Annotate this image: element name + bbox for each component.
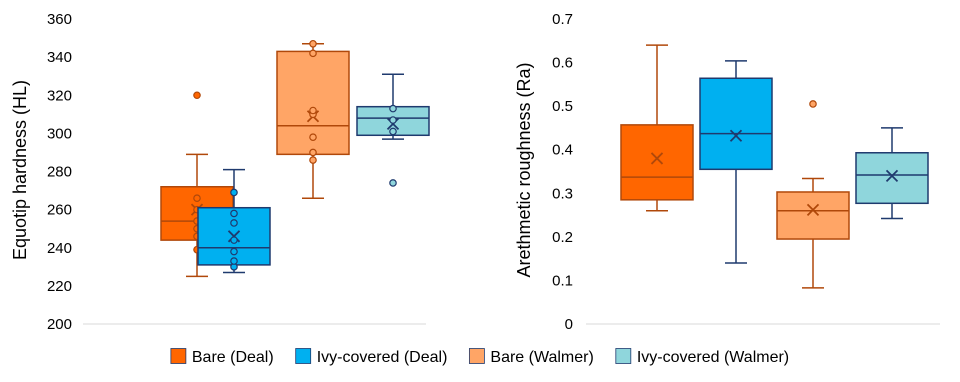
- hardness-box-2: [276, 39, 350, 199]
- hardness-y-tick-label: 200: [47, 316, 72, 333]
- hardness-y-tick-label: 220: [47, 278, 72, 295]
- roughness-chart: 0 0.1 0.2 0.3 0.4 0.5 0.6 0.7 Arethmetic roughn…: [514, 11, 940, 333]
- data-point: [809, 100, 817, 108]
- hardness-box-3: [356, 73, 430, 187]
- data-point: [389, 179, 397, 187]
- legend-swatch: [615, 348, 632, 364]
- hardness-y-tick-label: 360: [47, 11, 72, 28]
- roughness-y-tick-label: 0.7: [552, 11, 573, 28]
- legend-label: Ivy-covered (Walmer): [637, 349, 789, 366]
- hardness-boxes: [83, 39, 430, 325]
- roughness-y-tick-label: 0.3: [552, 185, 573, 202]
- data-point: [309, 106, 317, 115]
- roughness-y-tick-label: 0.1: [552, 272, 573, 289]
- hardness-y-ticks: 200 220 240 260 280 300 320 340 360: [47, 11, 72, 333]
- data-point: [230, 209, 238, 218]
- roughness-y-tick-label: 0.4: [552, 142, 573, 159]
- iqr-box: [855, 152, 929, 205]
- hardness-y-tick-label: 280: [47, 164, 72, 181]
- roughness-y-tick-label: 0.5: [552, 98, 573, 115]
- data-point: [309, 156, 317, 164]
- legend-swatch: [295, 348, 312, 364]
- data-point: [230, 236, 238, 244]
- roughness-box-1: [699, 60, 773, 264]
- data-point: [389, 104, 397, 113]
- data-point: [309, 148, 317, 157]
- legend-swatch: [468, 348, 485, 364]
- hardness-y-tick-label: 300: [47, 125, 72, 142]
- roughness-y-tick-label: 0.6: [552, 55, 573, 72]
- hardness-box-1: [197, 168, 271, 274]
- roughness-y-axis-title: Arethmetic roughness (Ra): [514, 62, 534, 277]
- roughness-y-tick-label: 0: [565, 316, 573, 333]
- hardness-y-tick-label: 320: [47, 87, 72, 104]
- roughness-box-2: [776, 100, 850, 289]
- legend-swatch: [170, 348, 187, 364]
- legend: Bare (Deal) Ivy-covered (Deal) Bare (Walme…: [170, 348, 789, 366]
- mean-marker: [885, 169, 899, 182]
- roughness-y-ticks: 0 0.1 0.2 0.3 0.4 0.5 0.6 0.7: [552, 11, 573, 333]
- hardness-y-axis-title: Equotip hardness (HL): [10, 80, 30, 260]
- data-point: [230, 188, 238, 197]
- iqr-box: [776, 191, 850, 240]
- data-point: [389, 116, 397, 124]
- legend-item: Ivy-covered (Walmer): [615, 348, 789, 366]
- data-point: [309, 49, 317, 58]
- mean-marker: [729, 129, 743, 142]
- hardness-y-tick-label: 340: [47, 49, 72, 66]
- data-point: [230, 247, 238, 256]
- iqr-box: [699, 77, 773, 171]
- data-point: [309, 39, 317, 48]
- legend-label: Bare (Walmer): [490, 349, 593, 366]
- legend-label: Bare (Deal): [192, 349, 274, 366]
- data-point: [309, 133, 317, 141]
- legend-item: Bare (Deal): [170, 348, 274, 366]
- data-point: [230, 257, 238, 265]
- hardness-chart: 200 220 240 260 280 300 320 340 360 Equotip hard…: [10, 11, 430, 333]
- data-point: [230, 219, 238, 227]
- roughness-boxes: [586, 44, 940, 325]
- legend-item: Bare (Walmer): [468, 348, 594, 366]
- mean-marker: [806, 203, 820, 216]
- legend-label: Ivy-covered (Deal): [317, 349, 448, 366]
- roughness-y-tick-label: 0.2: [552, 229, 573, 246]
- hardness-y-tick-label: 240: [47, 240, 72, 257]
- data-point: [193, 91, 201, 100]
- hardness-y-tick-label: 260: [47, 202, 72, 219]
- data-point: [193, 194, 201, 202]
- legend-item: Ivy-covered (Deal): [295, 348, 448, 366]
- mean-marker: [650, 152, 664, 165]
- data-point: [389, 127, 397, 136]
- roughness-box-3: [855, 127, 929, 220]
- roughness-box-0: [620, 44, 694, 212]
- iqr-box: [620, 124, 694, 201]
